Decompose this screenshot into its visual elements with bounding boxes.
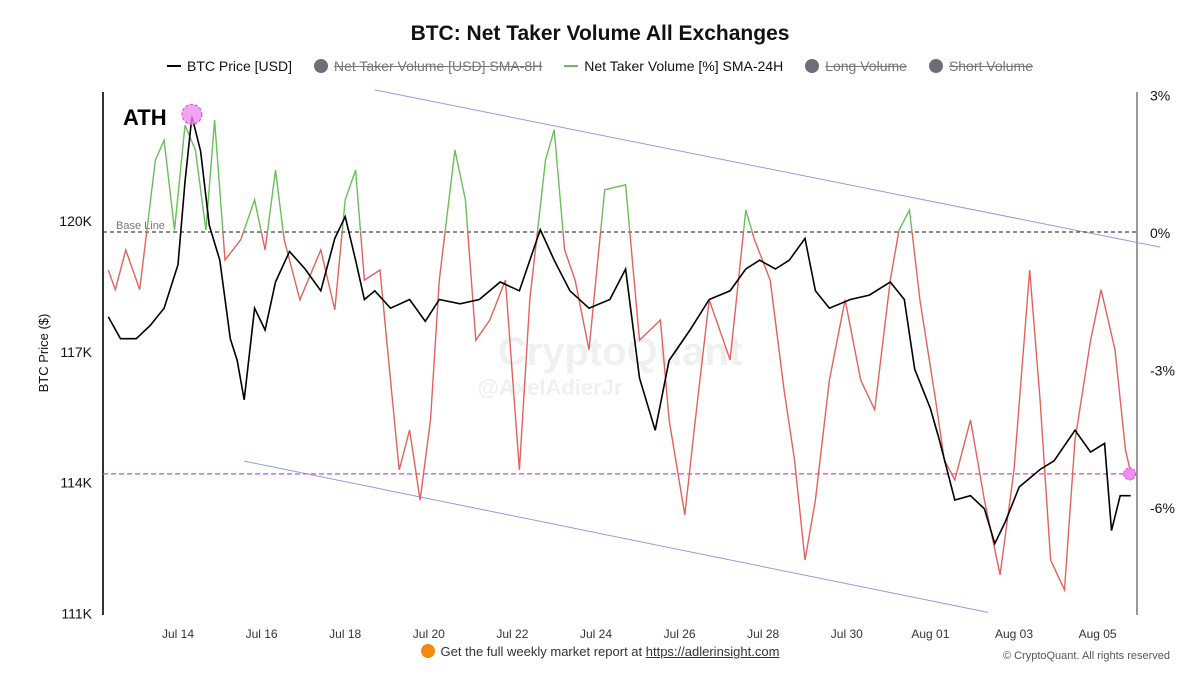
chart-title: BTC: Net Taker Volume All Exchanges: [410, 22, 790, 45]
x-tick: Jul 24: [580, 627, 612, 641]
legend-label: Short Volume: [948, 58, 1033, 74]
x-tick: Aug 05: [1079, 627, 1117, 641]
x-tick: Jul 16: [246, 627, 278, 641]
y-left-tick: 120K: [59, 213, 92, 229]
y-right-tick: 0%: [1150, 225, 1170, 241]
dot-swatch-icon: [805, 59, 820, 73]
dot-swatch-icon: [928, 59, 943, 73]
y-axis-label: BTC Price ($): [36, 314, 51, 393]
price-line: [107, 116, 1131, 546]
y-right-tick: -6%: [1150, 500, 1175, 516]
legend-label: Net Taker Volume [%] SMA-24H: [584, 58, 784, 74]
legend-label: BTC Price [USD]: [186, 58, 292, 74]
y-right-tick: 3%: [1150, 88, 1170, 104]
ath-label: ATH: [123, 105, 167, 130]
legend-item-2[interactable]: Net Taker Volume [%] SMA-24H: [564, 58, 783, 74]
y-left-tick: 114K: [60, 475, 92, 491]
copyright: © CryptoQuant. All rights reserved: [1002, 650, 1170, 662]
legend: BTC Price [USD] Net Taker Volume [USD] SM…: [0, 58, 1200, 74]
legend-label: Net Taker Volume [USD] SMA-8H: [334, 58, 543, 74]
current-marker: [1123, 467, 1137, 481]
lower-trend-line: [244, 460, 988, 613]
ath-marker: [181, 103, 203, 125]
y-right-tick: -3%: [1150, 362, 1175, 378]
line-swatch-icon: [166, 65, 181, 67]
x-tick: Jul 30: [831, 627, 863, 641]
footer-text: Get the full weekly market report at: [440, 644, 646, 659]
x-tick: Jul 18: [329, 627, 361, 641]
x-tick: Jul 22: [496, 627, 528, 641]
footer: Get the full weekly market report at htt…: [0, 644, 1200, 659]
report-link[interactable]: https://adlerinsight.com: [645, 644, 780, 659]
legend-item-4[interactable]: Short Volume: [928, 58, 1033, 74]
upper-trend-line: [374, 89, 1161, 248]
baseline-label: Base Line: [116, 220, 165, 232]
x-tick: Jul 20: [413, 627, 445, 641]
dot-swatch-icon: [314, 59, 328, 73]
x-tick: Jul 26: [664, 627, 696, 641]
legend-item-1[interactable]: Net Taker Volume [USD] SMA-8H: [314, 58, 542, 74]
watermark-handle: @AxelAdierJr: [478, 375, 623, 400]
x-tick: Aug 01: [911, 627, 949, 641]
x-tick: Jul 14: [162, 627, 194, 641]
legend-item-0[interactable]: BTC Price [USD]: [166, 58, 292, 74]
y-left-tick: 111K: [61, 605, 92, 621]
line-swatch-icon: [564, 65, 579, 67]
legend-item-3[interactable]: Long Volume: [805, 58, 907, 74]
net-taker-line-negative: [107, 232, 1134, 593]
x-tick: Aug 03: [995, 627, 1033, 641]
legend-label: Long Volume: [825, 58, 907, 74]
coin-icon: [420, 644, 435, 658]
x-tick: Jul 28: [747, 627, 779, 641]
y-left-tick: 117K: [60, 344, 92, 360]
